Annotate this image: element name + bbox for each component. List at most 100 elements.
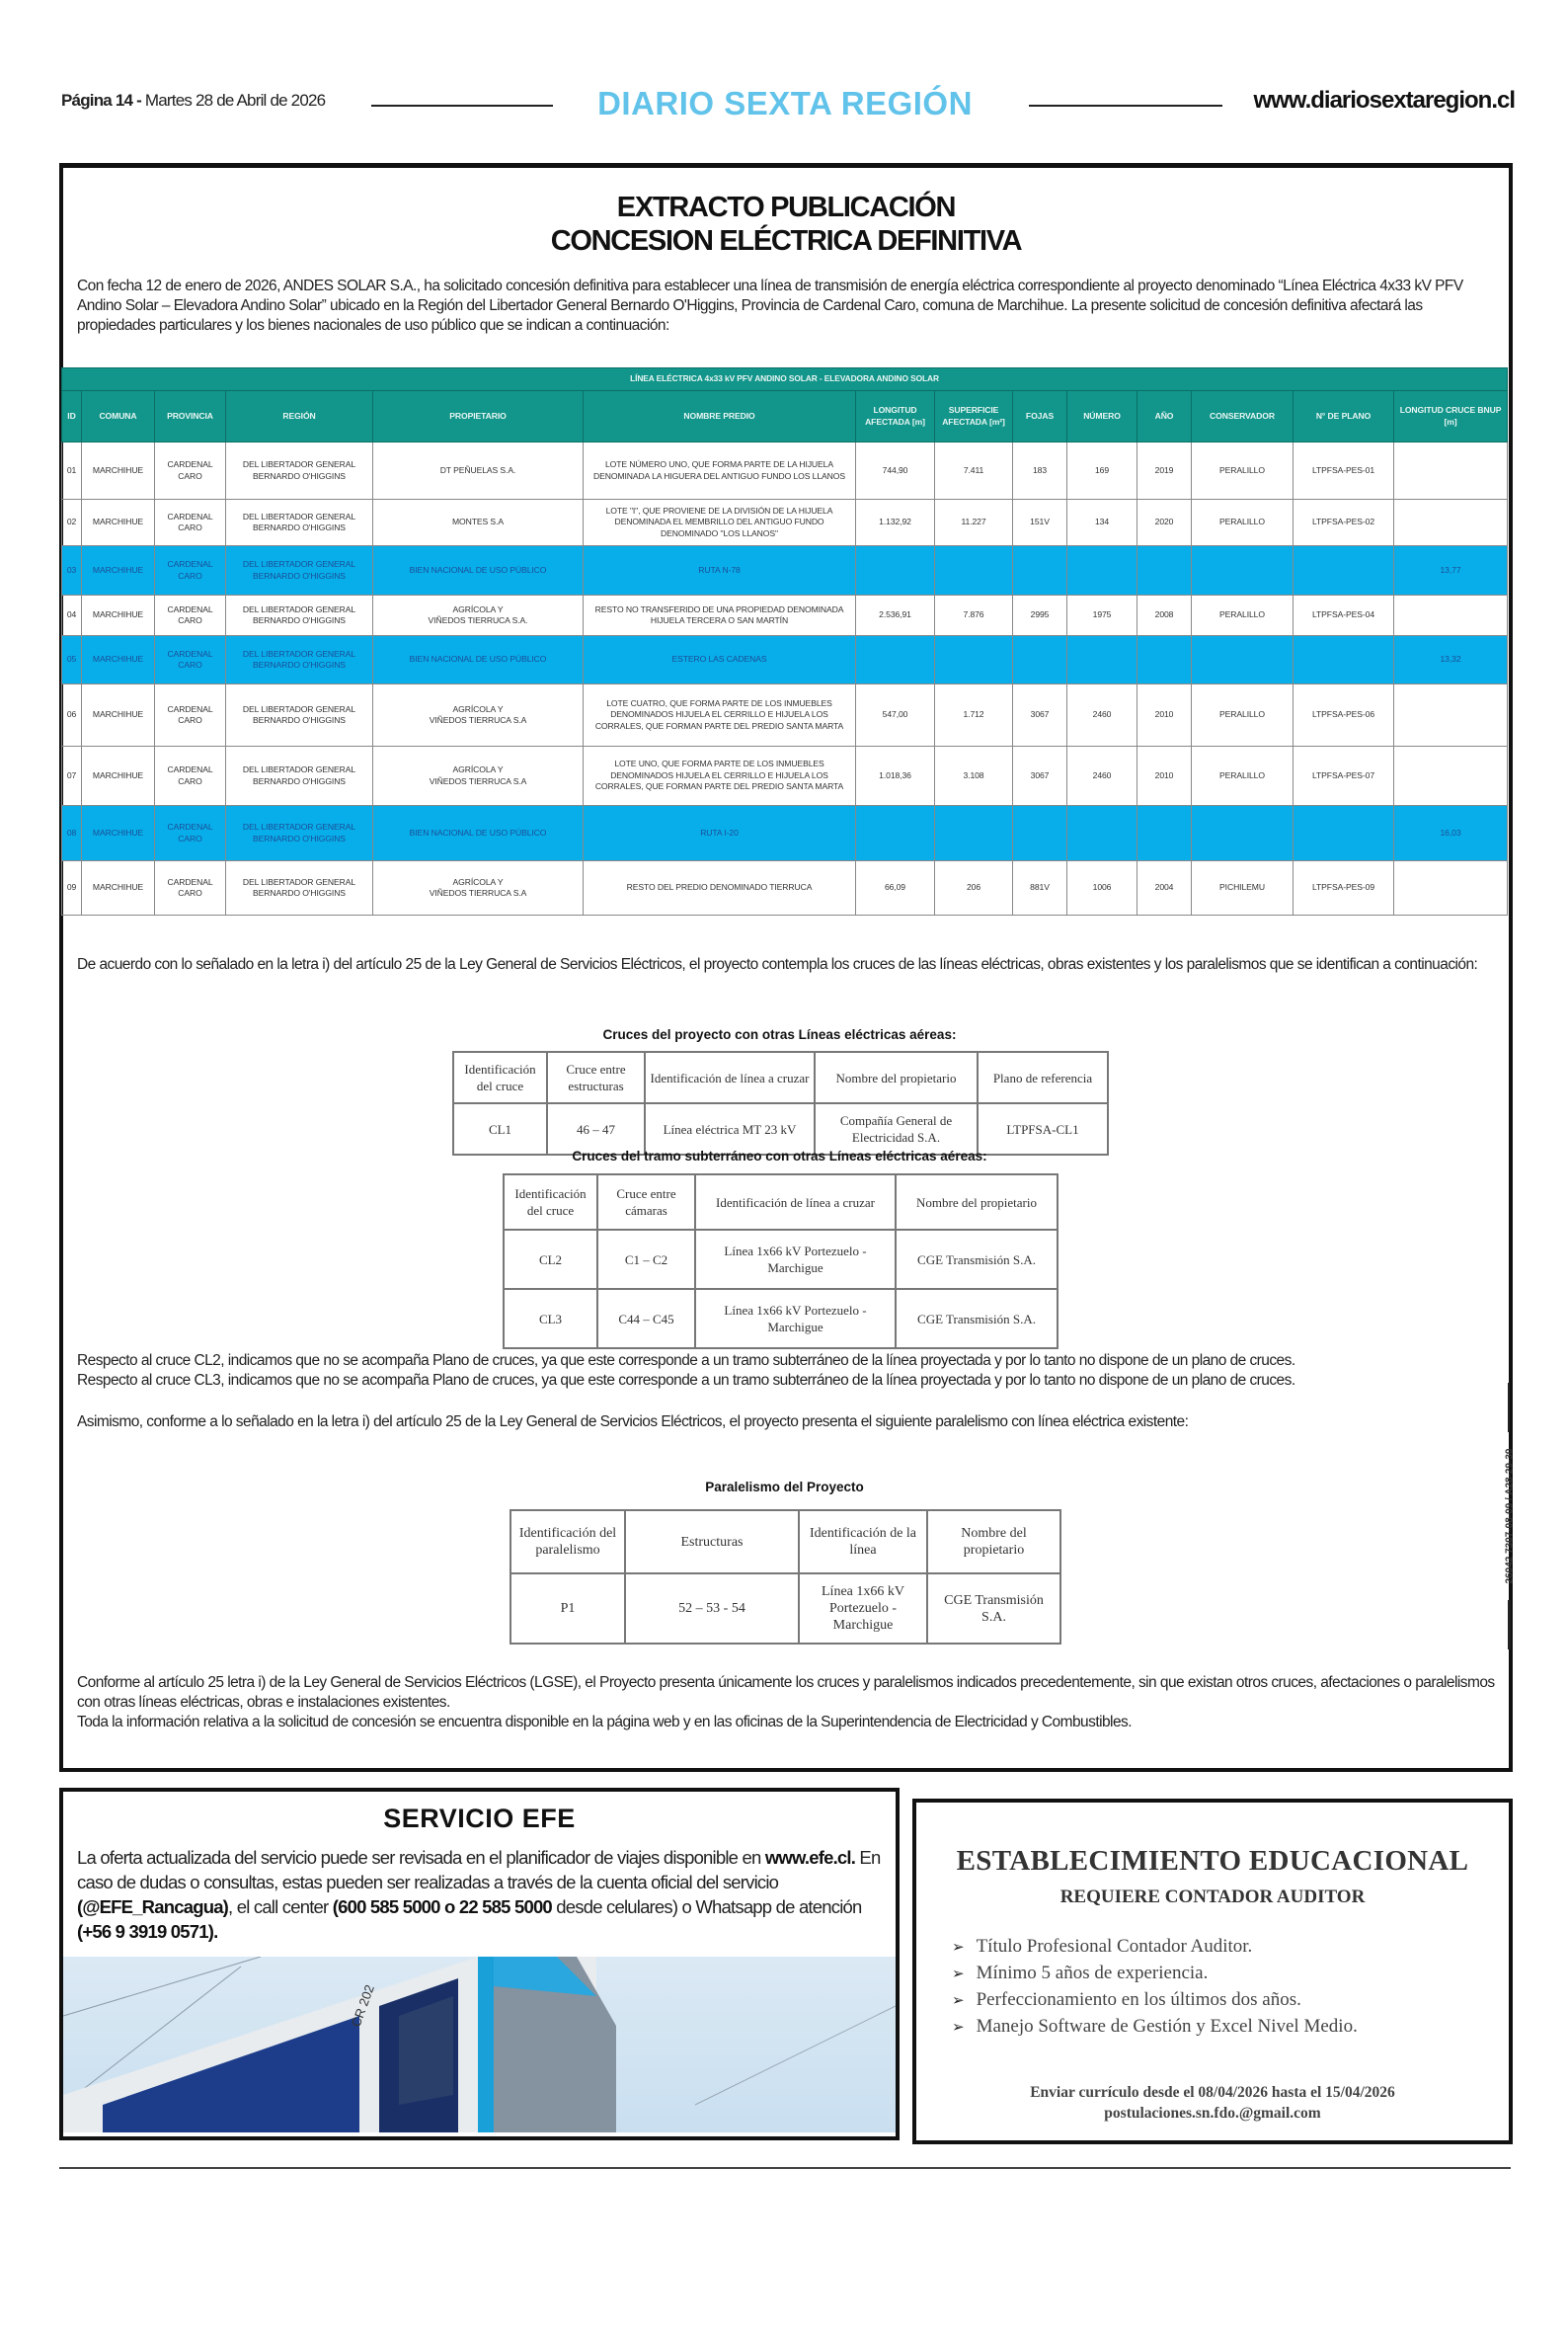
table-cell: AGRÍCOLA Y VIÑEDOS TIERRUCA S.A: [372, 746, 584, 806]
table-cell: PERALILLO: [1191, 499, 1294, 546]
table-cell: LTPFSA-PES-02: [1293, 499, 1394, 546]
column-header: ID: [61, 390, 82, 442]
efe-website-link[interactable]: www.efe.cl.: [764, 1847, 856, 1868]
table-cell: MARCHIHUE: [81, 442, 155, 500]
table-cell: [934, 805, 1013, 861]
affected-properties-table: LÍNEA ELÉCTRICA 4x33 kV PFV ANDINO SOLAR…: [60, 367, 1509, 916]
column-header: Identificación del cruce: [503, 1173, 598, 1231]
column-header: REGIÓN: [225, 390, 373, 442]
table-cell: 3067: [1012, 746, 1067, 806]
table-cell: CGE Transmisión S.A.: [895, 1288, 1058, 1349]
table-cell: AGRÍCOLA Y VIÑEDOS TIERRUCA S.A: [372, 683, 584, 747]
table-cell: CARDENAL CARO: [154, 545, 226, 596]
table-cell: 02: [61, 499, 82, 546]
table-cell: BIEN NACIONAL DE USO PÚBLICO: [372, 635, 584, 684]
column-header: Identificación del cruce: [452, 1051, 548, 1104]
side-rule-bottom: [1508, 1600, 1511, 1649]
table-cell: 151V: [1012, 499, 1067, 546]
table-row: CL1 46 – 47 Línea eléctrica MT 23 kV Compañ…: [452, 1102, 1109, 1156]
table-cell: 2019: [1137, 442, 1192, 500]
table-cell: [934, 545, 1013, 596]
column-header: Identificación de línea a cruzar: [644, 1051, 816, 1104]
parallelism-title: Paralelismo del Proyecto: [705, 1480, 864, 1494]
table-cell: [1392, 746, 1509, 806]
table-cell: ESTERO LAS CADENAS: [583, 635, 856, 684]
publication-code: 26042 7307-08-09 / A28-29-30: [1500, 1442, 1520, 1590]
table-row: CL2 C1 – C2 Línea 1x66 kV Portezuelo - Mar…: [503, 1229, 1058, 1290]
table-cell: 66,09: [855, 860, 935, 916]
table-cell: MARCHIHUE: [81, 635, 155, 684]
table-cell: Compañía General de Electricidad S.A.: [814, 1102, 979, 1156]
table-cell: Línea 1x66 kV Portezuelo - Marchigue: [694, 1229, 897, 1290]
table-cell: LOTE "I", QUE PROVIENE DE LA DIVISIÓN DE…: [583, 499, 856, 546]
note-cl3: Respecto al cruce CL3, indicamos que no …: [77, 1372, 1295, 1389]
table-cell: LTPFSA-PES-09: [1293, 860, 1394, 916]
table-row: 01 MARCHIHUE CARDENAL CARO DEL LIBERTADOR G…: [61, 442, 1509, 500]
table-cell: P1: [510, 1572, 626, 1645]
table-cell: 16,03: [1392, 805, 1509, 861]
table-cell: [934, 635, 1013, 684]
issue-date: Martes 28 de Abril de 2026: [144, 91, 326, 110]
table-cell: 183: [1012, 442, 1067, 500]
table-cell: DEL LIBERTADOR GENERAL BERNARDO O'HIGGIN…: [225, 683, 373, 747]
table-header-row: Identificación del cruce Cruce entre cáma…: [503, 1173, 1058, 1231]
table-cell: CARDENAL CARO: [154, 595, 226, 636]
table-cell: 2010: [1137, 746, 1192, 806]
requirement-item: Manejo Software de Gestión y Excel Nivel…: [952, 2014, 1358, 2041]
newspaper-url[interactable]: www.diariosextaregion.cl: [1253, 87, 1516, 114]
column-header: Nombre del propietario: [814, 1051, 979, 1104]
table-cell: 7.876: [934, 595, 1013, 636]
column-header: Plano de referencia: [977, 1051, 1109, 1104]
table-cell: 2010: [1137, 683, 1192, 747]
table-row: P1 52 – 53 - 54 Línea 1x66 kV Portezuelo -…: [510, 1572, 1061, 1645]
column-header: Estructuras: [624, 1509, 800, 1574]
table-cell: Línea eléctrica MT 23 kV: [644, 1102, 816, 1156]
aerial-crossings-title: Cruces del proyecto con otras Líneas elé…: [602, 1027, 957, 1042]
table-cell: DEL LIBERTADOR GENERAL BERNARDO O'HIGGIN…: [225, 545, 373, 596]
table-cell: [1066, 805, 1137, 861]
train-photo: CR 202: [63, 1957, 896, 2132]
newspaper-title: DIARIO SEXTA REGIÓN: [597, 85, 973, 121]
application-email[interactable]: postulaciones.sn.fdo.@gmail.com: [1104, 2105, 1321, 2122]
table-cell: CL1: [452, 1102, 548, 1156]
table-cell: PERALILLO: [1191, 746, 1294, 806]
publication-code-text: 26042 7307-08-09 / A28-29-30: [1504, 1448, 1516, 1584]
table-cell: 169: [1066, 442, 1137, 500]
table-cell: 1.018,36: [855, 746, 935, 806]
efe-ad-box: [59, 1788, 900, 2140]
table-cell: CARDENAL CARO: [154, 746, 226, 806]
column-header: LONGITUD CRUCE BNUP [m]: [1392, 390, 1509, 442]
column-header: AÑO: [1137, 390, 1192, 442]
table-cell: LOTE NÚMERO UNO, QUE FORMA PARTE DE LA H…: [583, 442, 856, 500]
column-header: Identificación de la línea: [798, 1509, 928, 1574]
table-cell: Línea 1x66 kV Portezuelo - Marchigue: [798, 1572, 928, 1645]
table-cell: 744,90: [855, 442, 935, 500]
education-ad-title: ESTABLECIMIENTO EDUCACIONAL: [956, 1845, 1469, 1877]
table-cell: RUTA I-20: [583, 805, 856, 861]
efe-ad-text: La oferta actualizada del servicio puede…: [77, 1845, 882, 1944]
table-cell: 3067: [1012, 683, 1067, 747]
table-cell: CARDENAL CARO: [154, 860, 226, 916]
table-cell: DEL LIBERTADOR GENERAL BERNARDO O'HIGGIN…: [225, 442, 373, 500]
table-cell: 134: [1066, 499, 1137, 546]
table-cell: DEL LIBERTADOR GENERAL BERNARDO O'HIGGIN…: [225, 860, 373, 916]
table-cell: 1.132,92: [855, 499, 935, 546]
table-cell: [1392, 860, 1509, 916]
table-row: 03 MARCHIHUE CARDENAL CARO DEL LIBERTADOR G…: [61, 545, 1509, 596]
table-cell: Línea 1x66 kV Portezuelo - Marchigue: [694, 1288, 897, 1349]
table-cell: LTPFSA-PES-01: [1293, 442, 1394, 500]
table-cell: MARCHIHUE: [81, 683, 155, 747]
table-row: 02 MARCHIHUE CARDENAL CARO DEL LIBERTADOR G…: [61, 499, 1509, 546]
table-cell: PICHILEMU: [1191, 860, 1294, 916]
table-cell: RESTO NO TRANSFERIDO DE UNA PROPIEDAD DE…: [583, 595, 856, 636]
table-cell: CARDENAL CARO: [154, 683, 226, 747]
table-cell: AGRÍCOLA Y VIÑEDOS TIERRUCA S.A: [372, 860, 584, 916]
table-row: 05 MARCHIHUE CARDENAL CARO DEL LIBERTADOR G…: [61, 635, 1509, 684]
efe-ad-title: SERVICIO EFE: [383, 1804, 576, 1833]
table-cell: DT PEÑUELAS S.A.: [372, 442, 584, 500]
table-cell: 2995: [1012, 595, 1067, 636]
table-cell: CGE Transmisión S.A.: [895, 1229, 1058, 1290]
table-cell: [855, 545, 935, 596]
underground-crossings-table: Identificación del cruce Cruce entre cáma…: [503, 1173, 1058, 1349]
table-cell: LOTE UNO, QUE FORMA PARTE DE LOS INMUEBL…: [583, 746, 856, 806]
